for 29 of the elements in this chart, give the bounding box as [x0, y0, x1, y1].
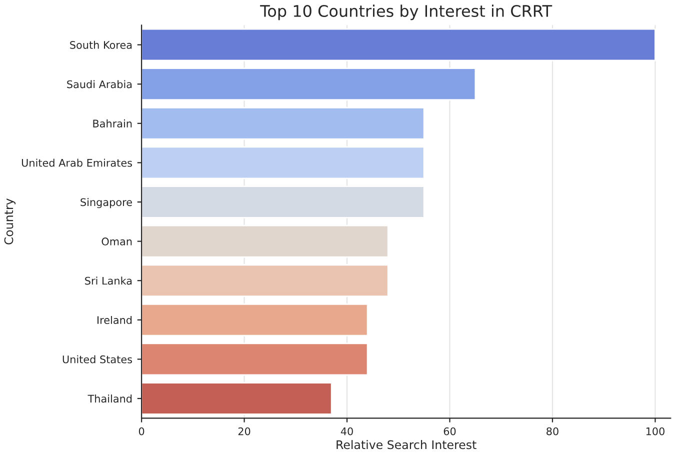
y-axis-title: Country — [4, 198, 16, 244]
x-tick-label: 40 — [340, 427, 353, 436]
y-tick-label: Thailand — [88, 394, 132, 403]
y-tick-label: Oman — [102, 238, 132, 246]
y-tick-label: Saudi Arabia — [67, 80, 132, 88]
bar — [142, 264, 389, 298]
bar — [142, 303, 368, 336]
x-tick-label: 0 — [138, 427, 144, 436]
y-tick-label: South Korea — [70, 40, 132, 49]
bar — [142, 68, 476, 101]
y-tick-label: United States — [62, 355, 132, 364]
bar — [142, 342, 368, 376]
x-tick-label: 100 — [646, 427, 664, 436]
x-tick-label: 60 — [444, 427, 456, 436]
x-tick-label: 20 — [238, 427, 250, 436]
y-tick-label: Ireland — [98, 316, 132, 324]
bar — [142, 106, 425, 140]
y-tick-label: Singapore — [80, 198, 132, 208]
bar — [142, 146, 425, 180]
bar — [142, 382, 332, 415]
y-tick-label: Bahrain — [93, 119, 132, 128]
bar — [142, 28, 656, 62]
bar — [142, 186, 425, 218]
bar — [142, 224, 389, 258]
y-tick-label: United Arab Emirates — [22, 158, 132, 167]
y-tick-label: Sri Lanka — [85, 276, 132, 285]
x-axis-title: Relative Search Interest — [336, 440, 476, 450]
chart-title: Top 10 Countries by Interest in CRRT — [260, 4, 552, 20]
x-tick-label: 80 — [546, 427, 558, 436]
